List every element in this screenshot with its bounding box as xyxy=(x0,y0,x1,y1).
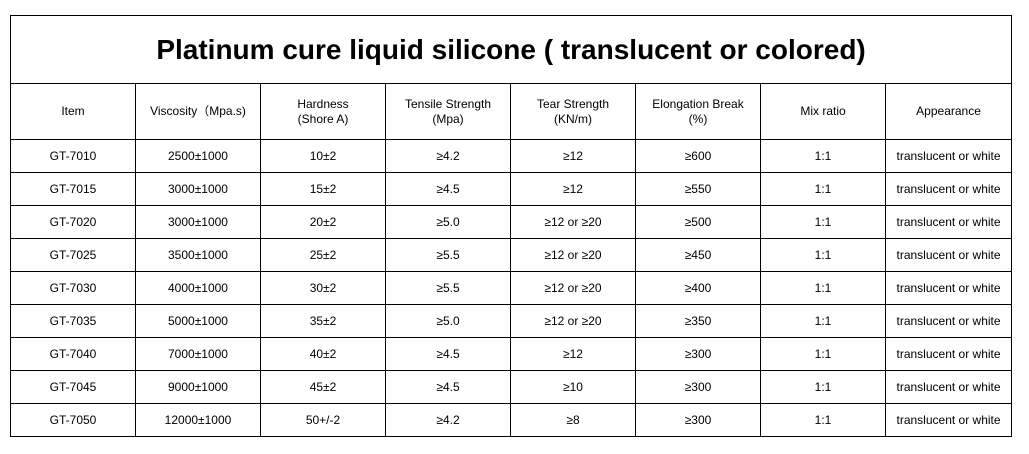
data-cell: 40±2 xyxy=(260,337,386,371)
data-cell: ≥350 xyxy=(635,304,761,338)
data-cell: translucent or white xyxy=(884,304,1013,338)
data-cell: ≥12 or ≥20 xyxy=(510,304,636,338)
data-cell: ≥8 xyxy=(510,403,636,437)
data-cell: GT-7040 xyxy=(10,337,136,371)
data-cell: ≥300 xyxy=(635,337,761,371)
data-cell: 1:1 xyxy=(760,172,886,206)
data-cell: ≥5.5 xyxy=(385,238,511,272)
data-cell: ≥4.5 xyxy=(385,337,511,371)
data-cell: 1:1 xyxy=(760,337,886,371)
data-cell: ≥4.2 xyxy=(385,139,511,173)
header-cell: Mix ratio xyxy=(760,83,886,140)
data-cell: GT-7035 xyxy=(10,304,136,338)
data-cell: 1:1 xyxy=(760,403,886,437)
header-row: Item Viscosity（Mpa.s) Hardness (Shore A) Te… xyxy=(10,83,1013,140)
data-cell: 15±2 xyxy=(260,172,386,206)
data-cell: GT-7045 xyxy=(10,370,136,404)
data-cell: ≥4.2 xyxy=(385,403,511,437)
data-row: GT-7025 3500±1000 25±2 ≥5.5 ≥12 or ≥20 ≥450 1:… xyxy=(10,238,1013,272)
data-cell: GT-7010 xyxy=(10,139,136,173)
data-cell: translucent or white xyxy=(884,238,1013,272)
data-cell: 1:1 xyxy=(760,139,886,173)
data-cell: ≥12 or ≥20 xyxy=(510,238,636,272)
data-cell: 1:1 xyxy=(760,271,886,305)
data-cell: 12000±1000 xyxy=(135,403,261,437)
data-cell: translucent or white xyxy=(884,139,1013,173)
data-cell: 3000±1000 xyxy=(135,172,261,206)
data-cell: ≥600 xyxy=(635,139,761,173)
data-cell: 1:1 xyxy=(760,370,886,404)
data-cell: GT-7025 xyxy=(10,238,136,272)
data-cell: ≥450 xyxy=(635,238,761,272)
data-cell: GT-7030 xyxy=(10,271,136,305)
header-cell: Tensile Strength (Mpa) xyxy=(385,83,511,140)
data-cell: ≥5.5 xyxy=(385,271,511,305)
header-cell: Viscosity（Mpa.s) xyxy=(135,83,261,140)
data-cell: translucent or white xyxy=(884,337,1013,371)
data-row: GT-7050 12000±1000 50+/-2 ≥4.2 ≥8 ≥300 1:1 tran… xyxy=(10,403,1013,437)
data-cell: ≥12 or ≥20 xyxy=(510,271,636,305)
data-cell: translucent or white xyxy=(884,403,1013,437)
data-row: GT-7035 5000±1000 35±2 ≥5.0 ≥12 or ≥20 ≥350 1:… xyxy=(10,304,1013,338)
data-cell: ≥550 xyxy=(635,172,761,206)
data-cell: 5000±1000 xyxy=(135,304,261,338)
data-cell: 10±2 xyxy=(260,139,386,173)
data-cell: GT-7050 xyxy=(10,403,136,437)
data-cell: 50+/-2 xyxy=(260,403,386,437)
data-cell: 25±2 xyxy=(260,238,386,272)
spec-table: Platinum cure liquid silicone ( transluc… xyxy=(9,15,1013,437)
data-cell: ≥5.0 xyxy=(385,205,511,239)
data-cell: ≥5.0 xyxy=(385,304,511,338)
data-row: GT-7020 3000±1000 20±2 ≥5.0 ≥12 or ≥20 ≥500 1:… xyxy=(10,205,1013,239)
data-row: GT-7010 2500±1000 10±2 ≥4.2 ≥12 ≥600 1:1 transl… xyxy=(10,139,1013,173)
header-cell: Hardness (Shore A) xyxy=(260,83,386,140)
data-cell: 35±2 xyxy=(260,304,386,338)
data-cell: ≥10 xyxy=(510,370,636,404)
data-cell: translucent or white xyxy=(884,205,1013,239)
spec-table-wrap: Platinum cure liquid silicone ( transluc… xyxy=(9,15,1013,437)
data-cell: 1:1 xyxy=(760,304,886,338)
data-cell: 1:1 xyxy=(760,205,886,239)
data-cell: 2500±1000 xyxy=(135,139,261,173)
title-row: Platinum cure liquid silicone ( transluc… xyxy=(9,15,1013,84)
data-cell: 7000±1000 xyxy=(135,337,261,371)
data-cell: 45±2 xyxy=(260,370,386,404)
header-cell: Appearance xyxy=(884,83,1013,140)
data-cell: 3500±1000 xyxy=(135,238,261,272)
data-cell: 9000±1000 xyxy=(135,370,261,404)
data-cell: ≥12 or ≥20 xyxy=(510,205,636,239)
data-cell: ≥12 xyxy=(510,337,636,371)
data-cell: 3000±1000 xyxy=(135,205,261,239)
data-cell: GT-7015 xyxy=(10,172,136,206)
data-cell: ≥4.5 xyxy=(385,370,511,404)
header-cell: Tear Strength (KN/m) xyxy=(510,83,636,140)
data-cell: ≥12 xyxy=(510,172,636,206)
data-row: GT-7040 7000±1000 40±2 ≥4.5 ≥12 ≥300 1:1 transl… xyxy=(10,337,1013,371)
data-cell: ≥12 xyxy=(510,139,636,173)
data-cell: translucent or white xyxy=(884,172,1013,206)
data-cell: translucent or white xyxy=(884,370,1013,404)
data-cell: GT-7020 xyxy=(10,205,136,239)
data-cell: translucent or white xyxy=(884,271,1013,305)
data-cell: 20±2 xyxy=(260,205,386,239)
data-cell: ≥300 xyxy=(635,370,761,404)
data-row: GT-7045 9000±1000 45±2 ≥4.5 ≥10 ≥300 1:1 transl… xyxy=(10,370,1013,404)
data-cell: ≥500 xyxy=(635,205,761,239)
header-cell: Elongation Break (%) xyxy=(635,83,761,140)
data-cell: 4000±1000 xyxy=(135,271,261,305)
data-cell: 30±2 xyxy=(260,271,386,305)
data-row: GT-7030 4000±1000 30±2 ≥5.5 ≥12 or ≥20 ≥400 1:… xyxy=(10,271,1013,305)
header-cell: Item xyxy=(10,83,136,140)
data-row: GT-7015 3000±1000 15±2 ≥4.5 ≥12 ≥550 1:1 transl… xyxy=(10,172,1013,206)
data-cell: ≥400 xyxy=(635,271,761,305)
data-cell: ≥300 xyxy=(635,403,761,437)
data-cell: 1:1 xyxy=(760,238,886,272)
table-body: Platinum cure liquid silicone ( transluc… xyxy=(9,15,1013,437)
data-cell: ≥4.5 xyxy=(385,172,511,206)
table-title: Platinum cure liquid silicone ( transluc… xyxy=(9,15,1013,84)
